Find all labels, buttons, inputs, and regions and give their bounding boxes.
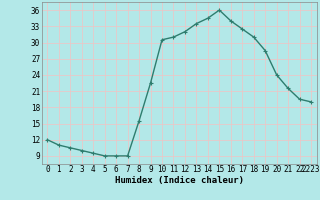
X-axis label: Humidex (Indice chaleur): Humidex (Indice chaleur) xyxy=(115,176,244,185)
